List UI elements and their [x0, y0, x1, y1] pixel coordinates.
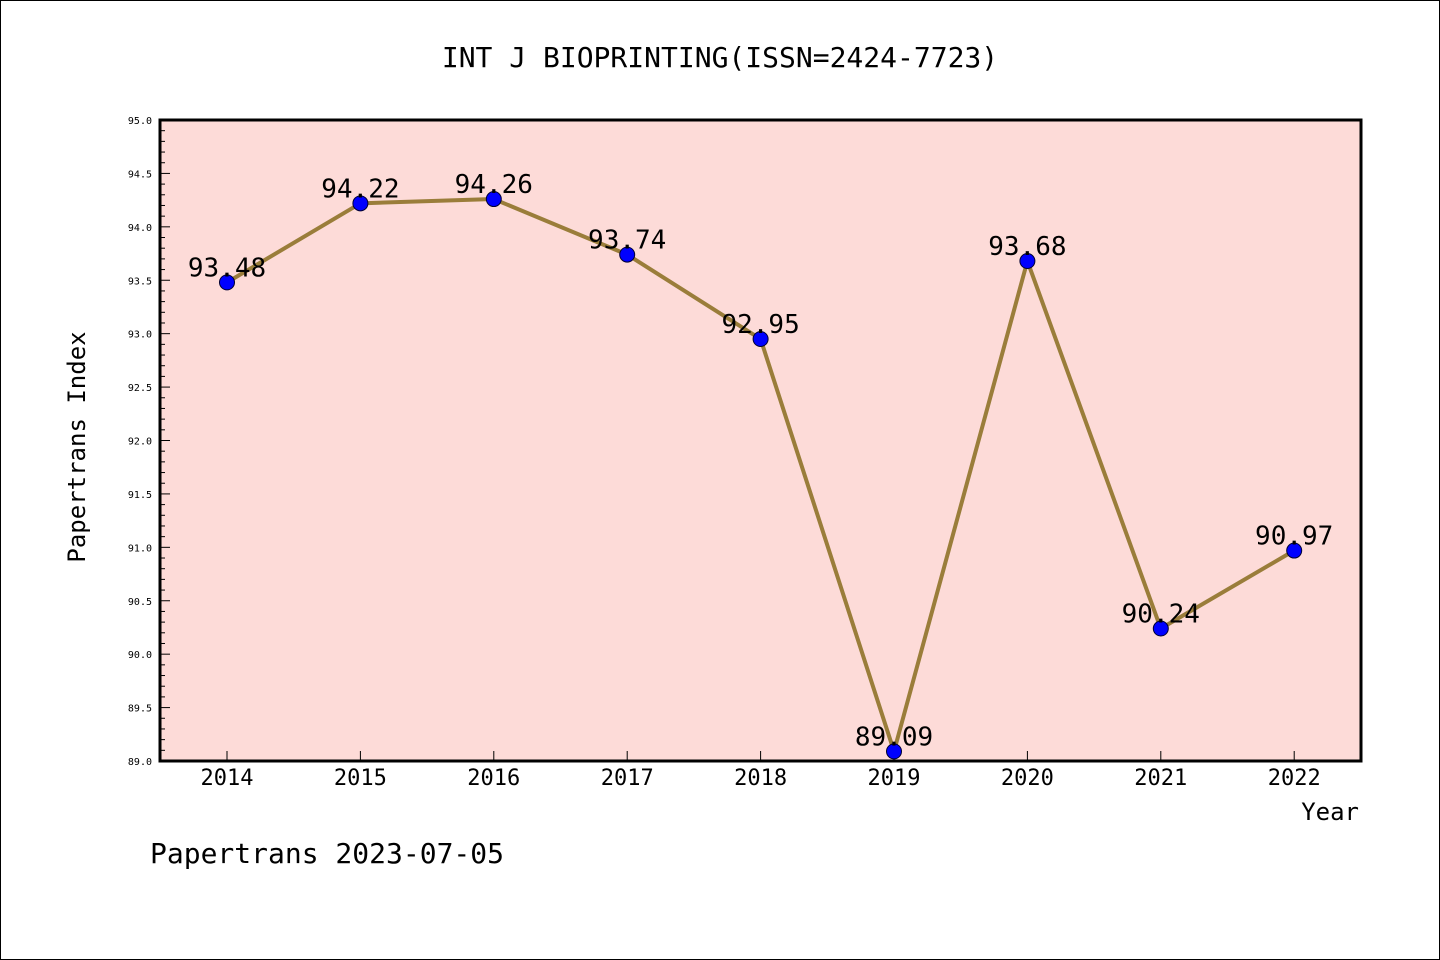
y-tick-label: 90.0 [128, 650, 152, 661]
x-tick-label: 2016 [467, 766, 520, 791]
x-tick-label: 2018 [734, 766, 787, 791]
y-tick-label: 89.5 [128, 704, 152, 715]
x-tick-label: 2019 [868, 766, 921, 791]
y-tick-label: 93.5 [128, 276, 152, 287]
plot-area [160, 120, 1361, 761]
y-tick-label: 94.5 [128, 169, 152, 180]
data-label: 89.09 [855, 722, 933, 752]
data-label: 93.48 [188, 253, 266, 283]
data-point [485, 191, 502, 208]
data-label: 93.74 [588, 226, 666, 256]
data-label: 94.26 [455, 170, 533, 200]
data-point [886, 743, 902, 760]
x-tick-label: 2021 [1134, 766, 1187, 791]
y-axis-label: Papertrans Index [63, 331, 91, 562]
y-tick-label: 90.5 [128, 597, 152, 608]
y-tick-label: 91.5 [128, 490, 152, 501]
x-tick-label: 2017 [601, 766, 654, 791]
data-label: 94.22 [321, 174, 399, 204]
data-label: 90.24 [1122, 600, 1200, 630]
x-tick-label: 2014 [201, 766, 254, 791]
x-axis-label: Year [1301, 798, 1359, 826]
data-point [352, 195, 369, 212]
y-tick-label: 94.0 [128, 223, 152, 234]
chart-title: INT J BIOPRINTING(ISSN=2424-7723) [442, 41, 998, 74]
series-markers [219, 191, 1303, 760]
x-tick-label: 2022 [1268, 766, 1321, 791]
footer-text: Papertrans 2023-07-05 [150, 837, 504, 870]
data-point [619, 246, 636, 263]
data-point [1019, 253, 1036, 270]
data-point [1286, 542, 1303, 559]
data-label: 93.68 [988, 232, 1066, 262]
data-point [752, 331, 769, 348]
x-axis-ticks: 2014 2015 2016 2017 2018 2019 2020 2021 2022 [201, 751, 1321, 791]
data-label: 92.95 [721, 310, 799, 340]
data-label: 90.97 [1255, 522, 1333, 552]
y-tick-label: 91.0 [128, 543, 152, 554]
y-tick-label: 93.0 [128, 330, 152, 341]
y-tick-label: 89.0 [128, 757, 152, 768]
y-tick-label: 95.0 [128, 116, 152, 127]
plot-border [158, 118, 1363, 763]
x-tick-label: 2015 [334, 766, 387, 791]
x-tick-label: 2020 [1001, 766, 1054, 791]
data-labels: 93.48 94.22 94.26 93.74 92.95 89.09 93.68 90.24… [188, 170, 1333, 752]
y-tick-label: 92.5 [128, 383, 152, 394]
data-point [1152, 620, 1169, 637]
y-tick-label: 92.0 [128, 437, 152, 448]
data-point [219, 274, 235, 291]
